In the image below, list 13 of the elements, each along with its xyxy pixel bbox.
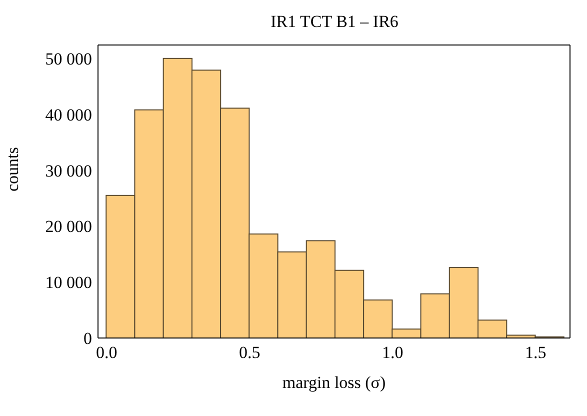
y-tick-label: 0 — [84, 329, 92, 348]
x-tick-label: 0.0 — [96, 343, 118, 362]
x-tick-label: 1.5 — [525, 343, 546, 362]
y-tick-label: 50 000 — [45, 49, 92, 68]
y-tick-label: 30 000 — [45, 161, 92, 180]
y-tick-label: 10 000 — [45, 273, 92, 292]
y-axis-title: counts — [3, 147, 22, 192]
x-tick-label: 0.5 — [238, 343, 260, 362]
chart-title: IR1 TCT B1 – IR6 — [270, 12, 400, 32]
y-tick-label: 40 000 — [45, 105, 92, 124]
y-tick-label: 20 000 — [45, 217, 92, 236]
x-axis-title: margin loss (σ) — [282, 373, 386, 392]
x-tick-label: 1.0 — [382, 343, 404, 362]
